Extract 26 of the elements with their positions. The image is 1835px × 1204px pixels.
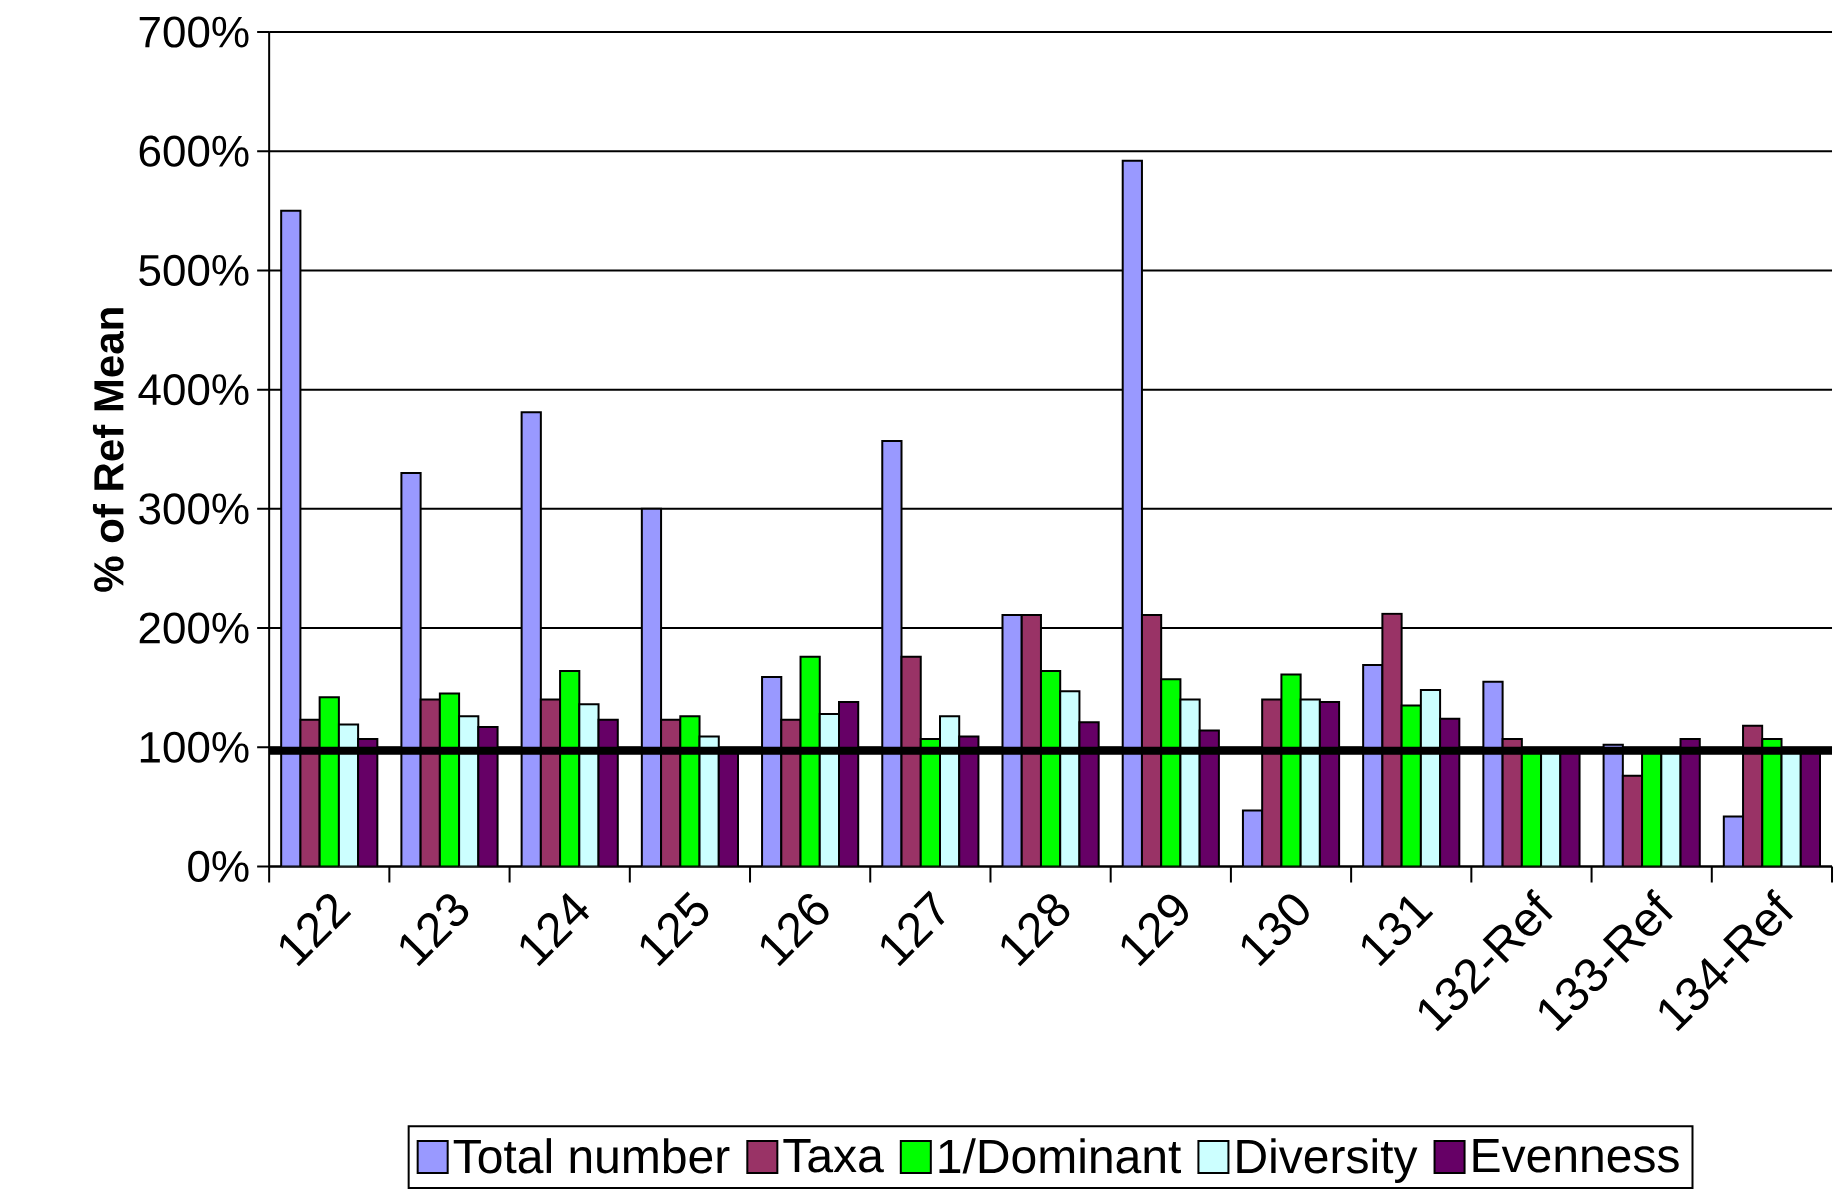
x-tick-label: 129 [1121, 895, 1188, 967]
x-tick-label: 127 [881, 890, 945, 967]
legend-label: Diversity [1237, 1138, 1418, 1184]
legend-label: Taxa [783, 1139, 884, 1173]
y-tick-label: 300% [139, 493, 249, 525]
bar [881, 440, 903, 867]
bar [400, 472, 422, 867]
x-tick-label: 125 [640, 891, 709, 967]
x-tick-label: 128 [1001, 894, 1070, 967]
bar [1001, 614, 1023, 867]
y-tick-label: 400% [138, 374, 249, 406]
y-tick-label: 600% [139, 135, 249, 167]
y-axis-title: % of Ref Mean [92, 308, 124, 592]
legend-label: 1/Dominant [939, 1138, 1182, 1174]
y-tick-label: 200% [139, 612, 249, 644]
x-tick-label: 123 [400, 894, 469, 967]
legend-label: Total number [453, 1138, 730, 1174]
x-tick-label: 122 [279, 894, 352, 967]
y-tick-label: 100% [140, 731, 249, 764]
y-tick-label: 0% [188, 851, 249, 883]
y-tick-label: 500% [139, 255, 249, 287]
legend-label: Evenness [1473, 1139, 1679, 1173]
x-tick-label: 126 [760, 894, 829, 967]
y-tick-label: 700% [139, 16, 249, 48]
x-tick-label: 124 [520, 893, 590, 967]
x-tick-label: 130 [1241, 894, 1309, 967]
